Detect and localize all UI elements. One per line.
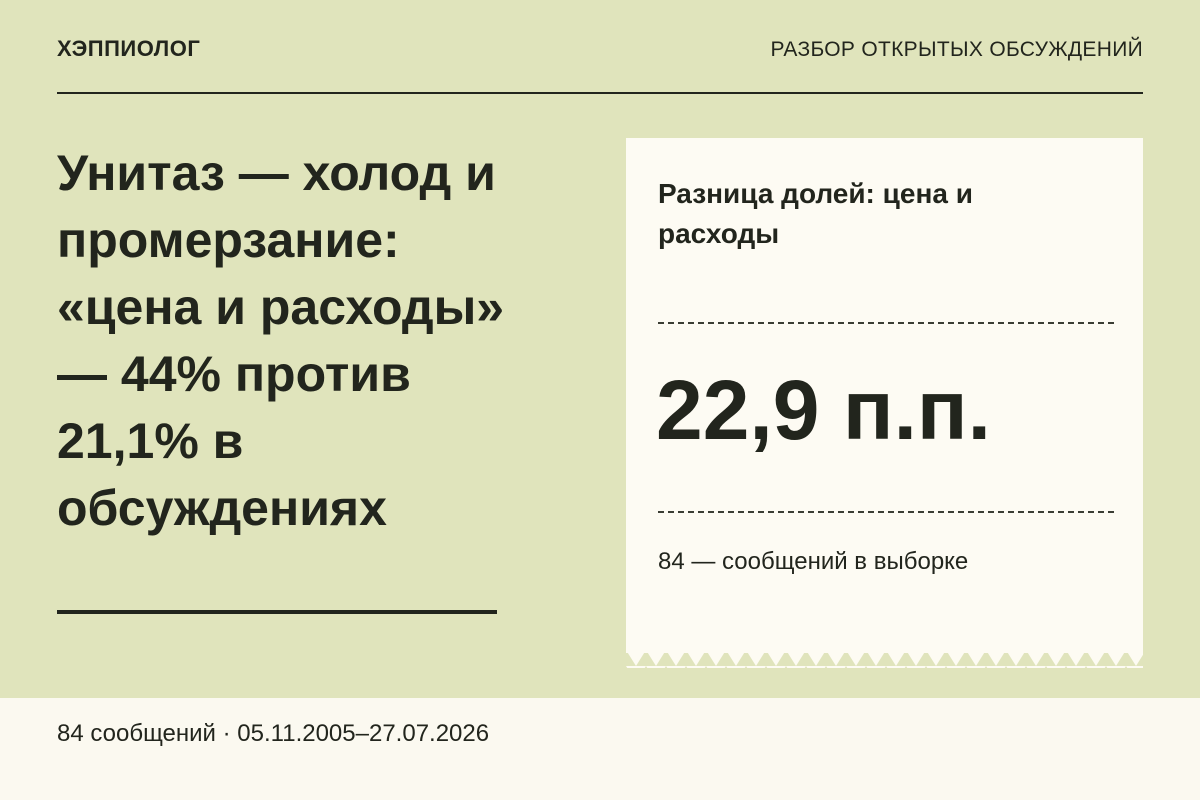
- card-zigzag: [626, 652, 1143, 668]
- dashed-divider: [658, 511, 1114, 513]
- card-label: Разница долей: цена и расходы: [658, 178, 973, 249]
- card-shape: [626, 138, 1143, 668]
- footer: 84 сообщений · 05.11.2005–27.07.2026: [0, 698, 1200, 800]
- brand: ХЭППИОЛОГ: [57, 36, 201, 61]
- accent-bar: [57, 610, 497, 614]
- footer-text: 84 сообщений · 05.11.2005–27.07.2026: [57, 720, 490, 747]
- dashed-divider: [658, 322, 1114, 324]
- card-value: 22,9 п.п.: [656, 363, 991, 457]
- section-title: РАЗБОР ОТКРЫТЫХ ОБСУЖДЕНИЙ: [770, 38, 1143, 61]
- headline: Унитаз — холод и промерзание: «цена и ра…: [57, 145, 505, 536]
- stat-card: Разница долей: цена и расходы 22,9 п.п. …: [626, 138, 1143, 668]
- card-bg: [626, 138, 1143, 653]
- divider: [57, 92, 1143, 94]
- card-note: 84 — сообщений в выборке: [658, 548, 969, 575]
